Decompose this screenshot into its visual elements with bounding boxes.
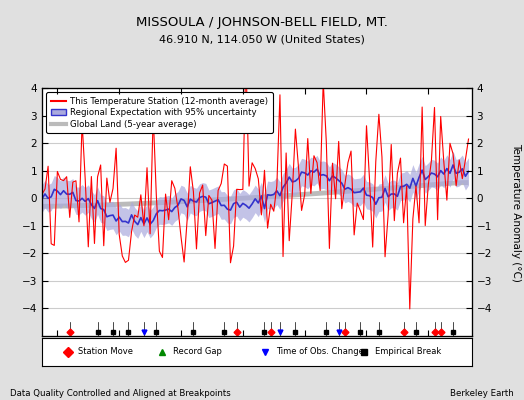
Text: Empirical Break: Empirical Break [375,348,441,356]
Y-axis label: Temperature Anomaly (°C): Temperature Anomaly (°C) [511,142,521,282]
Text: Station Move: Station Move [79,348,134,356]
Text: MISSOULA / JOHNSON-BELL FIELD, MT.: MISSOULA / JOHNSON-BELL FIELD, MT. [136,16,388,29]
Text: 46.910 N, 114.050 W (United States): 46.910 N, 114.050 W (United States) [159,34,365,44]
Text: Record Gap: Record Gap [173,348,222,356]
Text: Berkeley Earth: Berkeley Earth [450,389,514,398]
Text: Time of Obs. Change: Time of Obs. Change [276,348,364,356]
Text: Data Quality Controlled and Aligned at Breakpoints: Data Quality Controlled and Aligned at B… [10,389,231,398]
Legend: This Temperature Station (12-month average), Regional Expectation with 95% uncer: This Temperature Station (12-month avera… [46,92,272,133]
